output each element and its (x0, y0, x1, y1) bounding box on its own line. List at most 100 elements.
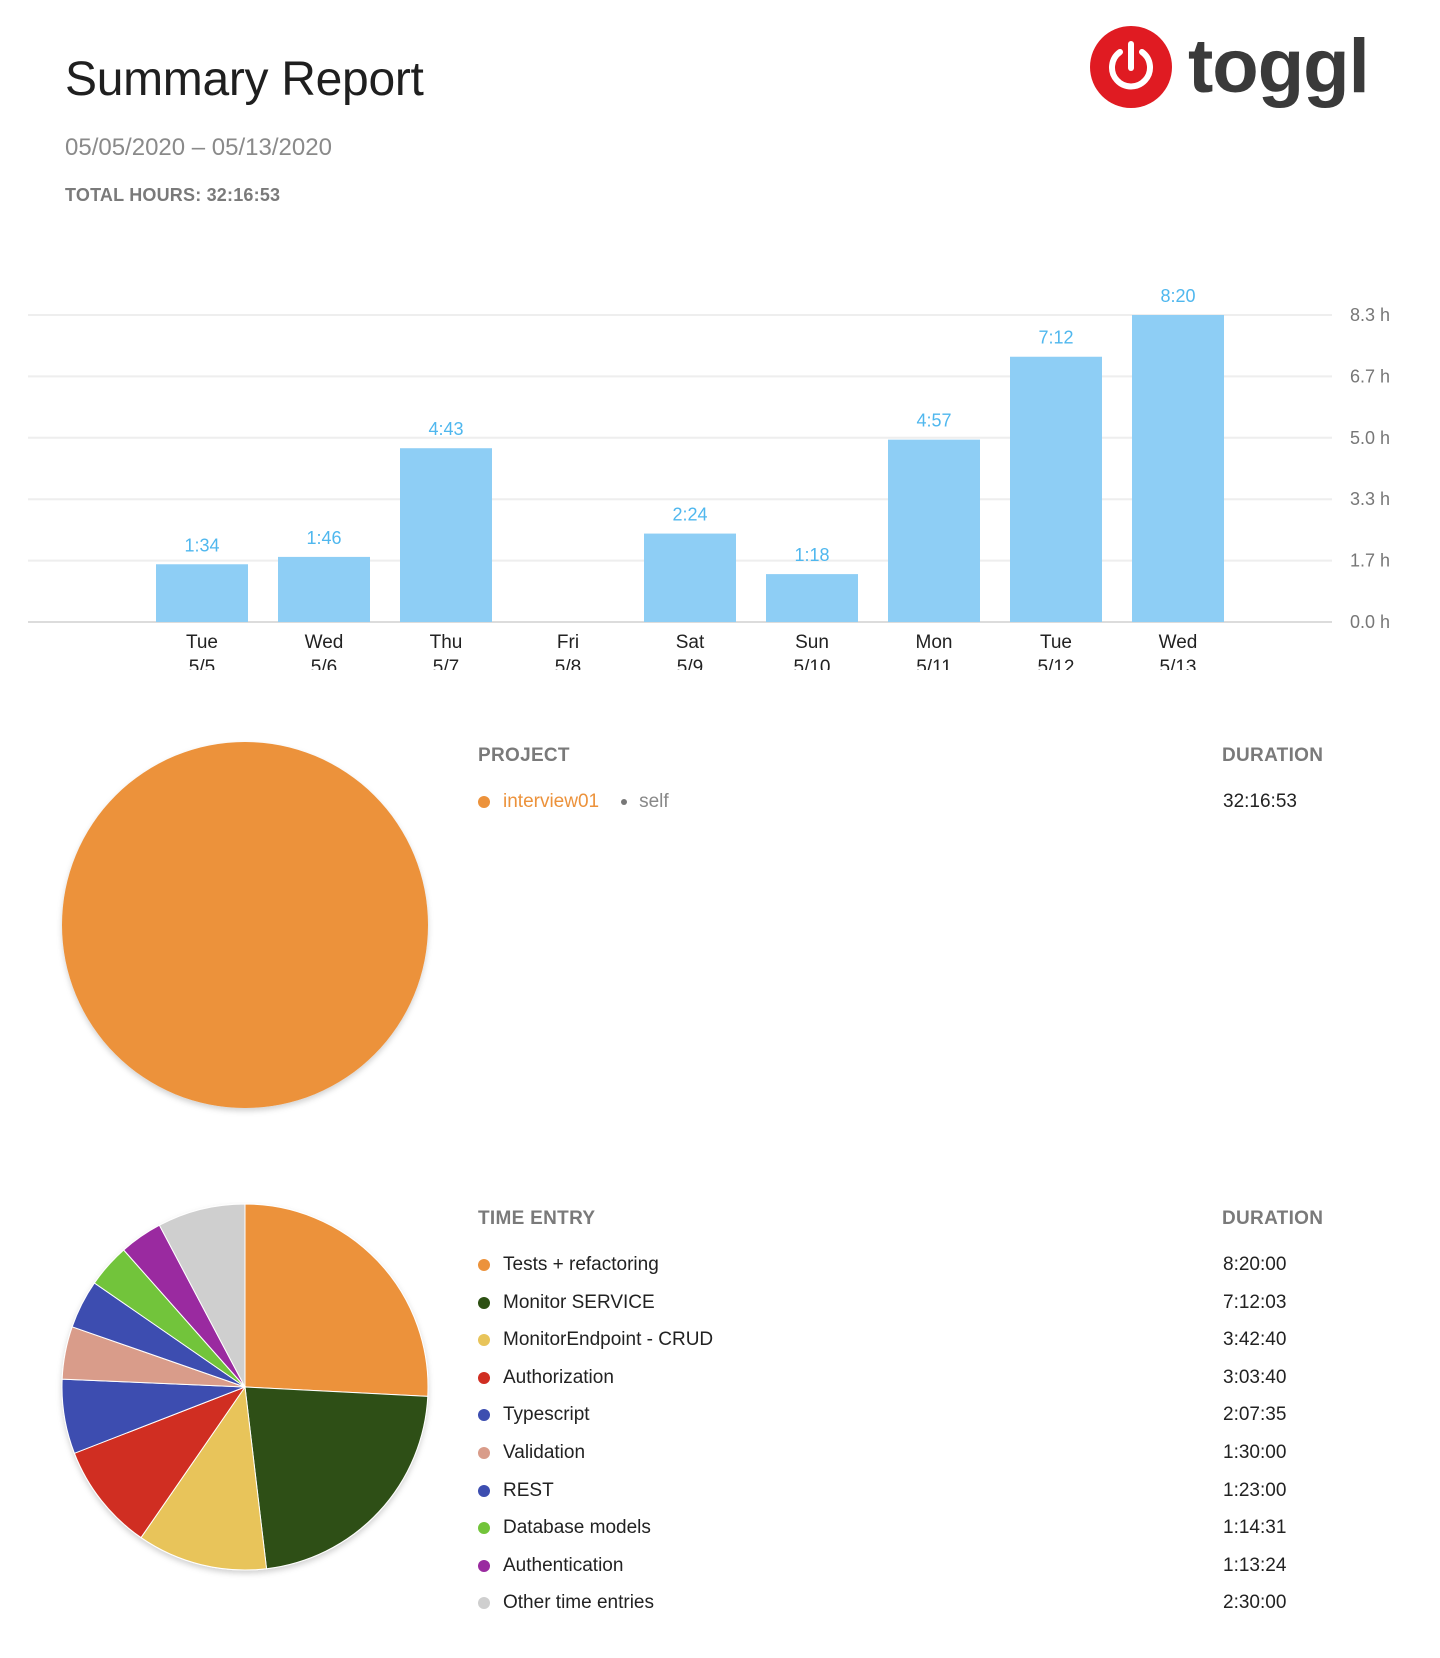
legend-duration: 7:12:03 (1223, 1291, 1287, 1313)
legend-row: Typescript 2:07:35 (478, 1400, 1338, 1430)
pie-slice (62, 742, 428, 1108)
legend-dot-icon (478, 1296, 490, 1309)
legend-duration: 2:07:35 (1223, 1404, 1287, 1426)
bar (278, 556, 370, 622)
y-tick-label: 6.7 h (1350, 366, 1390, 386)
legend-row: Authorization 3:03:40 (478, 1363, 1338, 1393)
legend-label: Authorization (503, 1366, 614, 1388)
x-tick-label: Wed (1159, 632, 1198, 653)
x-tick-label: 5/7 (433, 657, 459, 670)
toggl-logo: toggl (1090, 22, 1370, 112)
bar (644, 533, 736, 622)
total-hours: TOTAL HOURS: 32:16:53 (65, 185, 281, 205)
project-pie-chart (62, 742, 428, 1108)
legend-label: MonitorEndpoint - CRUD (503, 1329, 714, 1351)
legend-row: interview01 self 32:16:53 (478, 787, 1338, 817)
x-tick-label: Sun (795, 632, 829, 653)
x-tick-label: Thu (430, 632, 463, 653)
pie-slice (73, 1385, 247, 1539)
legend-label: interview01 (503, 791, 600, 812)
bar-value-label: 2:24 (672, 505, 707, 525)
x-tick-label: Fri (557, 632, 579, 653)
x-tick-label: 5/10 (794, 657, 831, 670)
legend-dot-icon (478, 1522, 490, 1535)
x-tick-label: Mon (916, 632, 953, 653)
legend-duration: 1:13:24 (1223, 1554, 1287, 1576)
legend-dot-icon (478, 1334, 490, 1347)
legend-row: Tests + refactoring 8:20:00 (478, 1250, 1338, 1280)
bar (766, 574, 858, 622)
legend-duration: 3:42:40 (1223, 1329, 1287, 1351)
power-icon (1090, 26, 1172, 108)
legend-label: Other time entries (503, 1592, 654, 1614)
x-tick-label: 5/6 (311, 657, 337, 670)
bar (156, 564, 248, 622)
bar-value-label: 4:57 (916, 411, 951, 431)
bar (888, 439, 980, 622)
x-tick-label: Tue (1040, 632, 1072, 653)
bar-value-label: 1:46 (306, 528, 341, 548)
legend-row: Other time entries 2:30:00 (478, 1588, 1338, 1618)
x-tick-label: Tue (186, 632, 218, 653)
logo-text: toggl (1188, 24, 1370, 109)
legend-dot-icon (478, 1409, 490, 1422)
legend-duration: 8:20:00 (1223, 1254, 1287, 1275)
pie-slice (140, 1385, 268, 1571)
legend-label: Database models (503, 1517, 651, 1539)
legend-duration: 3:03:40 (1223, 1366, 1287, 1388)
legend-row: Database models 1:14:31 (478, 1513, 1338, 1543)
legend-duration: 1:23:00 (1223, 1479, 1287, 1501)
y-tick-label: 5.0 h (1350, 428, 1390, 448)
date-range: 05/05/2020 – 05/13/2020 (65, 134, 332, 161)
project-header: PROJECT (478, 745, 570, 766)
legend-label: REST (503, 1479, 554, 1501)
x-tick-label: 5/12 (1038, 657, 1075, 670)
time-entry-pie-chart (61, 1203, 429, 1571)
legend-dot-icon (478, 1559, 490, 1572)
bar-value-label: 7:12 (1038, 328, 1073, 348)
page-title: Summary Report (65, 53, 424, 106)
legend-duration: 1:14:31 (1223, 1517, 1287, 1539)
bar-value-label: 1:34 (184, 535, 219, 555)
x-tick-label: Sat (676, 632, 705, 653)
legend-row: Monitor SERVICE 7:12:03 (478, 1288, 1338, 1318)
legend-row: Authentication 1:13:24 (478, 1551, 1338, 1581)
project-duration-header: DURATION (1222, 745, 1324, 766)
legend-duration: 1:30:00 (1223, 1442, 1287, 1463)
x-tick-label: 5/11 (916, 657, 952, 670)
legend-dot-icon (478, 1447, 490, 1459)
x-tick-label: 5/9 (677, 657, 703, 670)
legend-duration: 2:30:00 (1223, 1592, 1287, 1614)
legend-dot-icon (478, 1259, 490, 1271)
pie-slice (244, 1203, 429, 1397)
legend-label: Tests + refactoring (503, 1254, 659, 1275)
y-tick-label: 3.3 h (1350, 489, 1390, 509)
legend-duration: 32:16:53 (1223, 791, 1297, 812)
y-tick-label: 0.0 h (1350, 612, 1390, 632)
legend-row: MonitorEndpoint - CRUD 3:42:40 (478, 1325, 1338, 1355)
x-tick-label: 5/8 (555, 657, 581, 670)
y-tick-label: 8.3 h (1350, 305, 1390, 325)
pie-slice (244, 1386, 429, 1570)
time-entry-header: TIME ENTRY (478, 1208, 596, 1229)
legend-label: Validation (503, 1442, 586, 1463)
legend-label: Typescript (503, 1404, 590, 1426)
pie-slice (158, 1203, 246, 1388)
x-tick-label: Wed (305, 632, 344, 653)
legend-row: Validation 1:30:00 (478, 1438, 1338, 1468)
legend-dot-icon (478, 1597, 490, 1610)
bar-value-label: 4:43 (428, 419, 463, 439)
client-label: self (639, 791, 669, 812)
bar (1010, 356, 1102, 622)
x-tick-label: 5/13 (1160, 657, 1197, 670)
bar (1132, 315, 1224, 622)
bar (400, 448, 492, 622)
y-tick-label: 1.7 h (1350, 551, 1390, 571)
bar-value-label: 8:20 (1160, 286, 1195, 306)
legend-label: Monitor SERVICE (503, 1291, 655, 1313)
client-separator-icon (621, 799, 628, 805)
x-tick-label: 5/5 (189, 657, 215, 670)
legend-dot-icon (478, 1371, 490, 1384)
legend-dot-icon (478, 1484, 490, 1497)
legend-label: Authentication (503, 1554, 624, 1576)
